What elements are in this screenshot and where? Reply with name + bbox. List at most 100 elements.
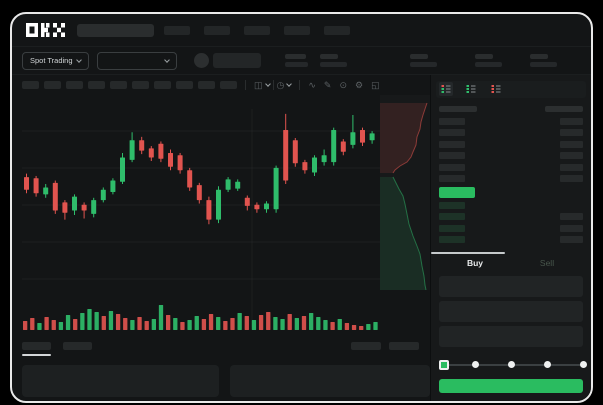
ask-amount-placeholder [560, 117, 583, 125]
ticker-stats [308, 54, 557, 67]
okx-logo [26, 23, 65, 37]
ticker-stat [409, 54, 437, 67]
timeframe-button-placeholder[interactable] [154, 81, 171, 89]
pair-selector-dropdown[interactable] [96, 51, 177, 70]
stat-label-placeholder [409, 54, 428, 59]
stat-value-placeholder [409, 62, 437, 67]
chart-area [22, 95, 430, 333]
order-input-field[interactable] [439, 301, 583, 323]
ask-row[interactable] [439, 139, 583, 151]
ask-amount-placeholder [560, 175, 583, 183]
orders-tab[interactable] [63, 342, 92, 350]
timeframe-button-placeholder[interactable] [220, 81, 237, 89]
interval-dropdown[interactable]: ◷ [277, 80, 293, 90]
stat-value-placeholder [474, 62, 502, 67]
stat-value-placeholder [529, 62, 557, 67]
settings-icon[interactable]: ⚙ [355, 79, 364, 90]
ask-price-placeholder [439, 129, 465, 137]
bid-price-placeholder [439, 236, 465, 244]
market-type-button[interactable]: Spot Trading [22, 51, 89, 70]
orders-tab-label-placeholder [63, 342, 92, 350]
timeframe-button-placeholder[interactable] [110, 81, 127, 89]
orders-action-placeholder[interactable] [389, 342, 419, 350]
fullscreen-icon[interactable]: ◱ [371, 79, 380, 90]
orders-tab-label-placeholder [22, 342, 51, 350]
chart-column: ◫ ◷ ∿ ✎ ⊙ ⚙ ◱ [12, 75, 430, 401]
slider-stop-dot[interactable] [508, 361, 515, 369]
tab-sell[interactable]: Sell [539, 257, 555, 268]
timeframe-button-placeholder[interactable] [132, 81, 149, 89]
orderbook-toolbar [436, 81, 586, 98]
nav-item-placeholder[interactable] [244, 25, 270, 35]
depth-chart [380, 95, 430, 290]
ask-amount-placeholder [560, 152, 583, 160]
orders-tab[interactable] [22, 342, 51, 356]
amount-slider[interactable] [439, 359, 587, 370]
nav-placeholders [164, 25, 350, 35]
trend-line-icon[interactable]: ∿ [308, 79, 316, 90]
nav-item-placeholder[interactable] [204, 25, 230, 35]
timeframe-placeholders [22, 81, 237, 89]
stat-label-placeholder [319, 54, 338, 59]
ob-layout-combined-icon[interactable] [439, 82, 453, 97]
timeframe-button-placeholder[interactable] [22, 81, 39, 89]
slider-stop-dot[interactable] [580, 361, 587, 369]
ask-price-placeholder [439, 152, 465, 160]
ask-row[interactable] [439, 127, 583, 139]
last-price-highlight [439, 186, 475, 198]
nav-item-placeholder[interactable] [324, 25, 350, 35]
bid-price-placeholder [439, 201, 465, 209]
bid-row[interactable] [439, 234, 583, 246]
orders-panels [22, 359, 430, 401]
timeframe-button-placeholder[interactable] [176, 81, 193, 89]
nav-item-placeholder[interactable] [284, 25, 310, 35]
top-nav [12, 14, 591, 47]
orders-action-placeholder[interactable] [351, 342, 381, 350]
ask-row[interactable] [439, 116, 583, 128]
ask-amount-placeholder [560, 129, 583, 137]
bid-row[interactable] [439, 200, 583, 212]
camera-icon[interactable]: ⊙ [339, 79, 348, 90]
ask-row[interactable] [439, 150, 583, 162]
subheader-action-button[interactable] [212, 53, 261, 68]
bid-row[interactable] [439, 211, 583, 223]
ask-price-placeholder [439, 140, 465, 148]
ask-row[interactable] [439, 173, 583, 185]
chevron-down-icon [163, 56, 170, 63]
ob-layout-bids-icon[interactable] [464, 82, 478, 96]
ask-price-placeholder [439, 163, 465, 171]
timeframe-button-placeholder[interactable] [66, 81, 83, 89]
market-type-label: Spot Trading [30, 56, 73, 65]
slider-stop-dot[interactable] [544, 361, 551, 369]
order-input-field[interactable] [439, 276, 583, 298]
order-input-field[interactable] [439, 326, 583, 348]
timeframe-button-placeholder[interactable] [44, 81, 61, 89]
tab-buy[interactable]: Buy [466, 257, 484, 268]
buy-button[interactable] [439, 379, 583, 394]
slider-stop-dot[interactable] [472, 361, 479, 369]
pair-coin-avatar[interactable] [193, 53, 209, 68]
last-price-stat [284, 54, 308, 67]
chevron-down-icon [75, 56, 82, 63]
search-input[interactable] [77, 23, 154, 37]
slider-handle[interactable] [439, 359, 449, 370]
orders-content-panel [230, 365, 430, 397]
candlestick-chart[interactable] [22, 95, 380, 333]
draw-icon[interactable]: ✎ [323, 79, 332, 90]
bid-price-placeholder [439, 213, 465, 221]
orders-content-panel [22, 365, 219, 397]
ask-amount-placeholder [560, 163, 583, 171]
nav-item-placeholder[interactable] [164, 25, 190, 35]
ask-row[interactable] [439, 162, 583, 174]
timeframe-button-placeholder[interactable] [198, 81, 215, 89]
ticker-stat [474, 54, 502, 67]
last-price-row[interactable] [439, 186, 583, 199]
ticker-stat [529, 54, 557, 67]
ob-layout-asks-icon[interactable] [489, 82, 503, 96]
chart-style-dropdown[interactable]: ◫ [254, 80, 271, 90]
order-panel: Buy Sell [430, 75, 591, 401]
timeframe-button-placeholder[interactable] [88, 81, 105, 89]
orders-tab-actions [351, 342, 419, 350]
bid-price-placeholder [439, 224, 465, 232]
bid-row[interactable] [439, 223, 583, 235]
